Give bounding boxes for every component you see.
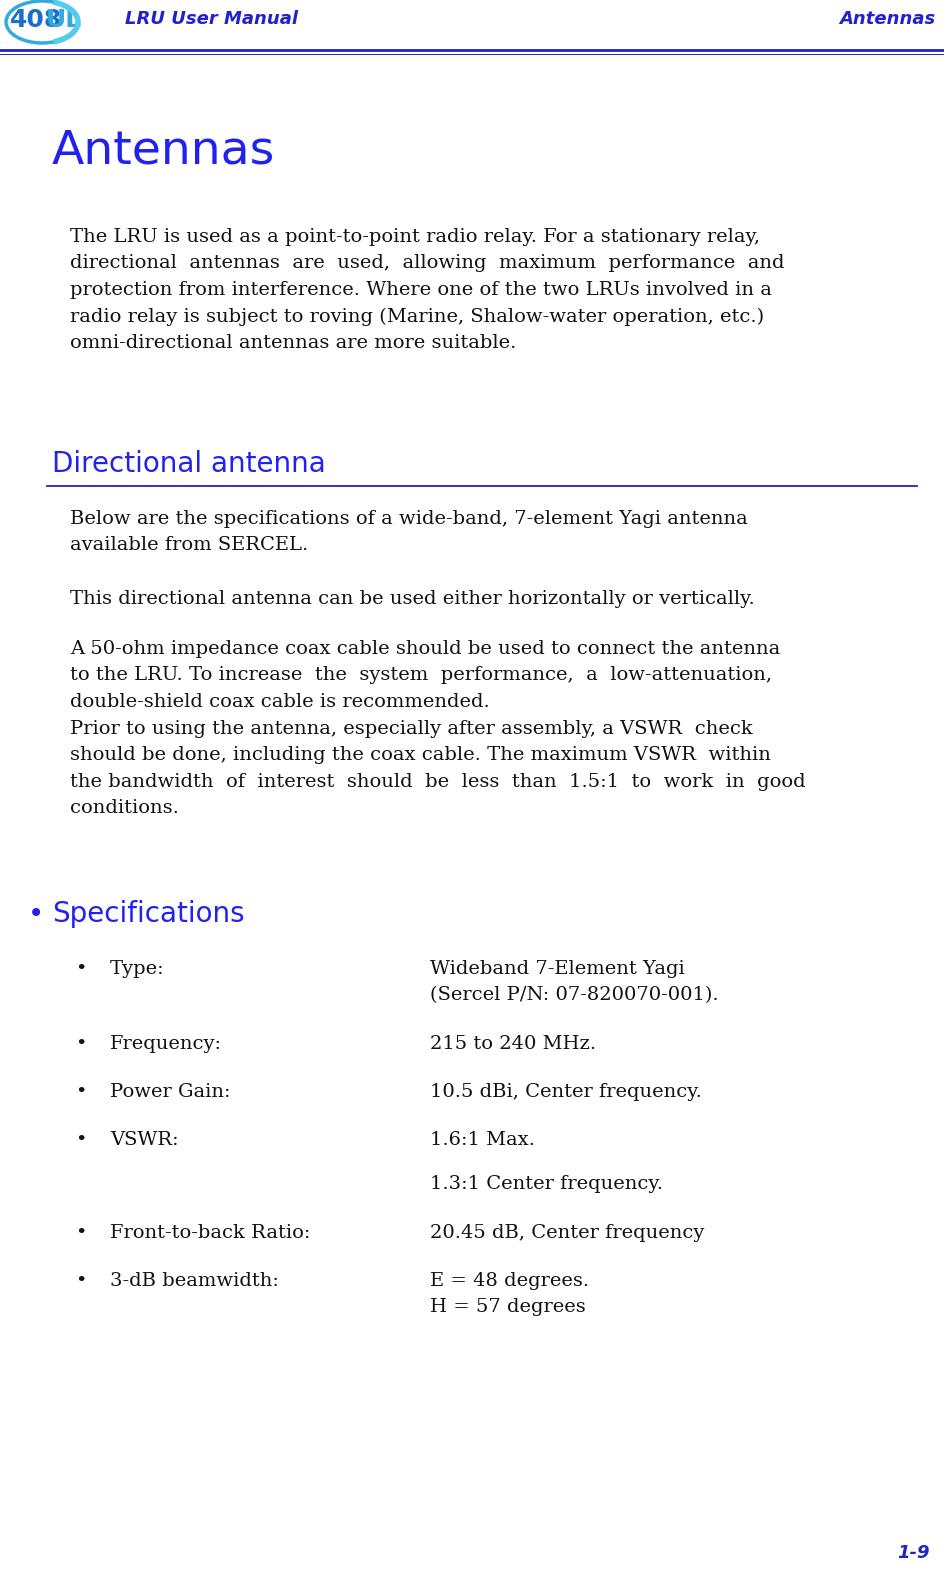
Text: •: • — [75, 1034, 86, 1053]
Text: 1.6:1 Max.: 1.6:1 Max. — [430, 1131, 534, 1148]
Text: 1-9: 1-9 — [897, 1544, 929, 1562]
Text: Type:: Type: — [110, 960, 164, 977]
Text: LRU User Manual: LRU User Manual — [125, 10, 297, 29]
Text: 3-dB beamwidth:: 3-dB beamwidth: — [110, 1272, 278, 1289]
Text: Below are the specifications of a wide-band, 7-element Yagi antenna
available fr: Below are the specifications of a wide-b… — [70, 510, 747, 554]
Text: 1.3:1 Center frequency.: 1.3:1 Center frequency. — [430, 1175, 663, 1193]
Text: •: • — [75, 1083, 86, 1101]
Text: Antennas: Antennas — [52, 128, 275, 173]
Text: Antennas: Antennas — [838, 10, 934, 29]
Text: Prior to using the antenna, especially after assembly, a VSWR  check
should be d: Prior to using the antenna, especially a… — [70, 721, 805, 817]
Text: •: • — [75, 1224, 86, 1242]
Text: Specifications: Specifications — [52, 900, 244, 928]
Text: 20.45 dB, Center frequency: 20.45 dB, Center frequency — [430, 1224, 703, 1242]
Text: The LRU is used as a point-to-point radio relay. For a stationary relay,
directi: The LRU is used as a point-to-point radi… — [70, 228, 784, 352]
Text: VSWR:: VSWR: — [110, 1131, 178, 1148]
Text: Wideband 7-Element Yagi
(Sercel P/N: 07-820070-001).: Wideband 7-Element Yagi (Sercel P/N: 07-… — [430, 960, 717, 1004]
Text: 10.5 dBi, Center frequency.: 10.5 dBi, Center frequency. — [430, 1083, 701, 1101]
Text: 215 to 240 MHz.: 215 to 240 MHz. — [430, 1034, 596, 1053]
Text: •: • — [75, 960, 86, 977]
Text: A 50-ohm impedance coax cable should be used to connect the antenna
to the LRU. : A 50-ohm impedance coax cable should be … — [70, 640, 780, 711]
Text: •: • — [75, 1272, 86, 1289]
Text: •: • — [75, 1131, 86, 1148]
Text: Front-to-back Ratio:: Front-to-back Ratio: — [110, 1224, 310, 1242]
Text: Power Gain:: Power Gain: — [110, 1083, 230, 1101]
Text: Frequency:: Frequency: — [110, 1034, 222, 1053]
Text: E = 48 degrees.
H = 57 degrees: E = 48 degrees. H = 57 degrees — [430, 1272, 588, 1316]
Text: •: • — [28, 900, 44, 928]
Text: This directional antenna can be used either horizontally or vertically.: This directional antenna can be used eit… — [70, 589, 754, 608]
Text: UL: UL — [46, 8, 82, 32]
Text: 408: 408 — [10, 8, 62, 32]
Text: Directional antenna: Directional antenna — [52, 450, 326, 478]
